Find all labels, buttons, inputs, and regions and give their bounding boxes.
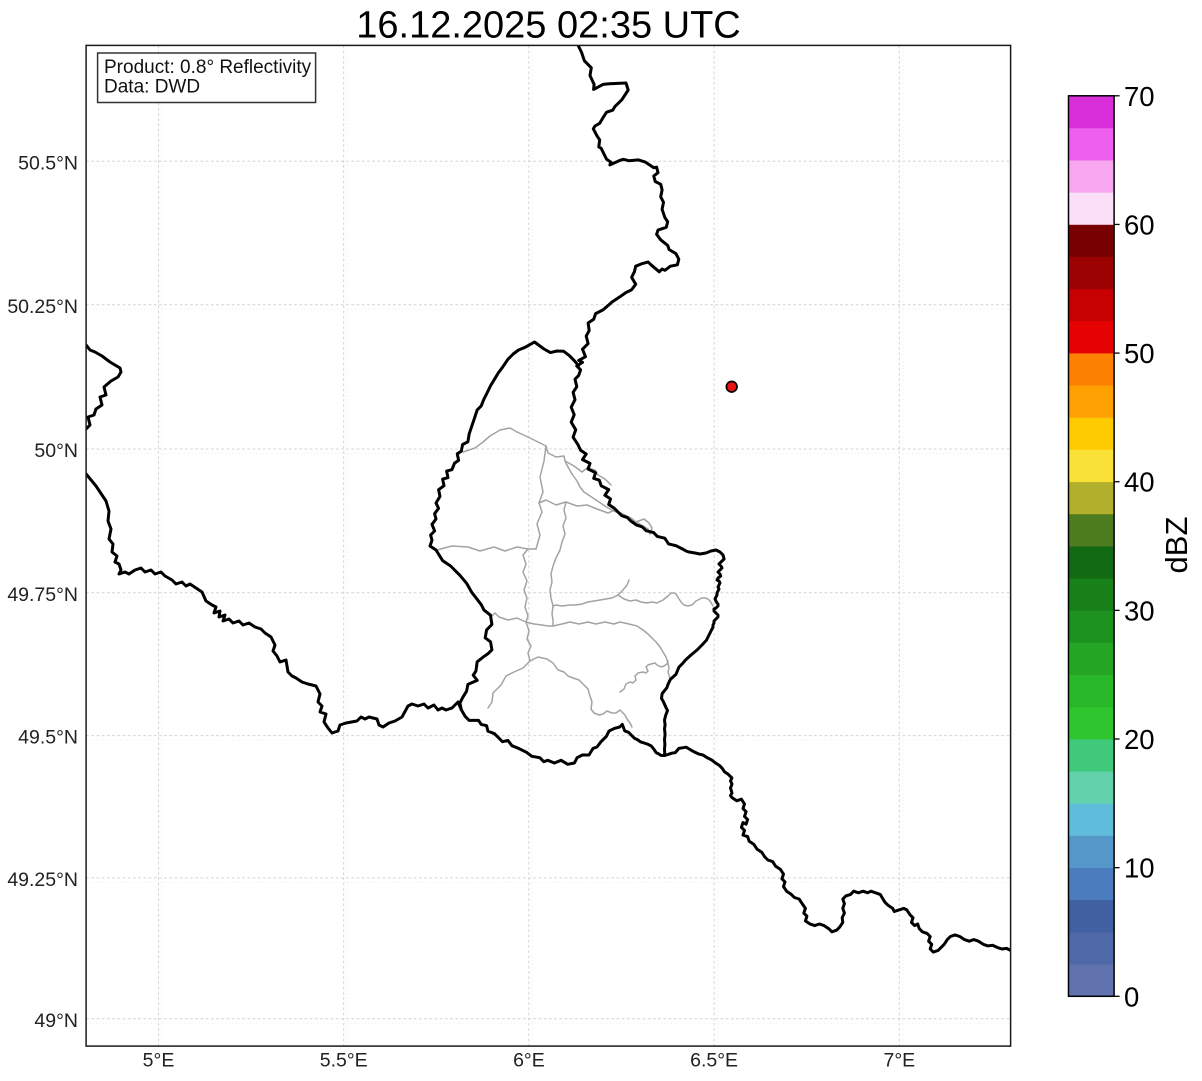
svg-text:16.12.2025 02:35 UTC: 16.12.2025 02:35 UTC xyxy=(356,5,741,47)
svg-text:50: 50 xyxy=(1124,338,1155,369)
svg-text:60: 60 xyxy=(1124,209,1155,240)
svg-text:49.75°N: 49.75°N xyxy=(7,584,78,606)
svg-text:7°E: 7°E xyxy=(883,1050,915,1072)
svg-text:5°E: 5°E xyxy=(143,1050,175,1072)
svg-text:6.5°E: 6.5°E xyxy=(690,1050,738,1072)
svg-text:Data: DWD: Data: DWD xyxy=(104,76,200,97)
svg-text:49.25°N: 49.25°N xyxy=(7,869,78,891)
svg-text:50.25°N: 50.25°N xyxy=(7,296,78,318)
svg-text:20: 20 xyxy=(1124,724,1155,755)
svg-text:49.5°N: 49.5°N xyxy=(18,727,78,749)
svg-text:dBZ: dBZ xyxy=(1159,517,1194,574)
svg-text:6°E: 6°E xyxy=(513,1050,545,1072)
svg-text:Product: 0.8° Reflectivity: Product: 0.8° Reflectivity xyxy=(104,57,312,78)
svg-text:49°N: 49°N xyxy=(34,1010,78,1032)
svg-text:30: 30 xyxy=(1124,595,1155,626)
svg-text:50.5°N: 50.5°N xyxy=(18,152,78,174)
svg-text:5.5°E: 5.5°E xyxy=(320,1050,368,1072)
svg-text:70: 70 xyxy=(1124,81,1155,112)
svg-text:0: 0 xyxy=(1124,981,1139,1012)
svg-text:50°N: 50°N xyxy=(34,440,78,462)
svg-text:10: 10 xyxy=(1124,853,1155,884)
svg-text:40: 40 xyxy=(1124,467,1155,498)
